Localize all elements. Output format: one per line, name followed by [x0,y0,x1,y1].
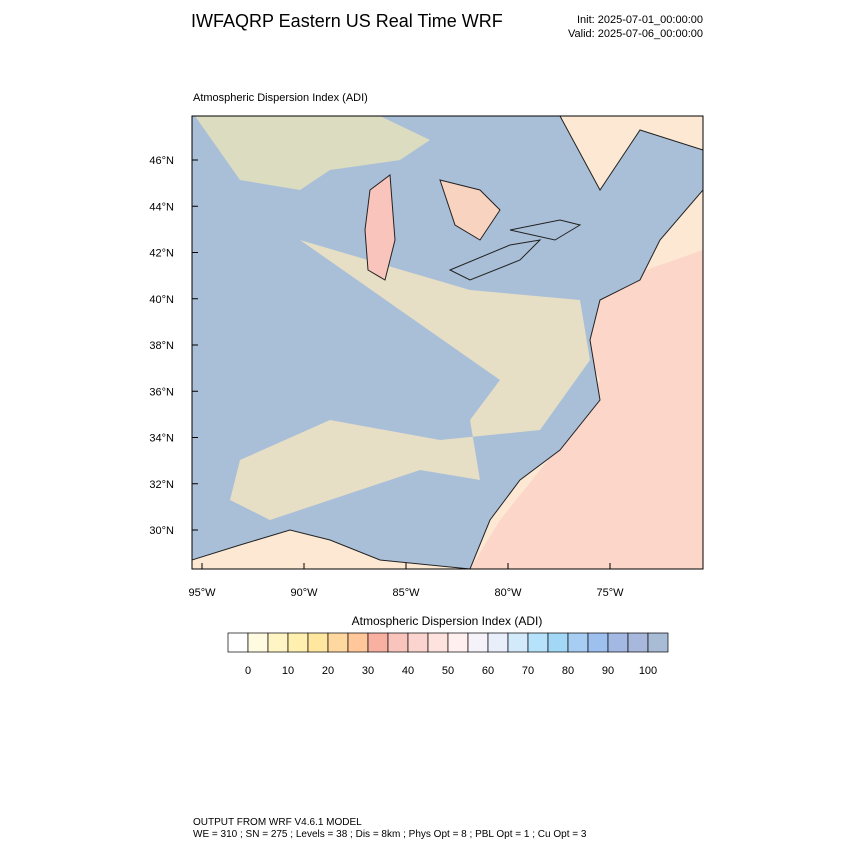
lon-labels: 95°W 90°W 85°W 80°W 75°W [188,563,624,599]
lat-label: 32°N [149,479,174,491]
colorbar-box [587,632,609,653]
map [191,115,704,570]
lat-label: 36°N [149,386,174,398]
colorbar-box [607,632,629,653]
low-adi-area [230,240,590,520]
colorbar-title: Atmospheric Dispersion Index (ADI) [352,614,543,628]
lat-label: 42°N [149,248,174,260]
lake-ontario [509,219,582,241]
lon-label: 75°W [596,587,624,599]
lat-label: 40°N [149,294,174,306]
lat-label: 30°N [149,525,174,537]
colorbar-box [427,632,449,653]
lake-superior-region [195,116,430,190]
colorbar-box [467,632,489,653]
colorbar-box [287,632,309,653]
colorbar-box [367,632,389,653]
colorbar-box [247,632,269,653]
title: IWFAQRP Eastern US Real Time WRF [191,11,503,31]
colorbar-label: 30 [362,665,374,677]
colorbar-box [387,632,409,653]
lat-label: 46°N [149,155,174,167]
colorbar-label: 90 [602,665,614,677]
colorbar-box [307,632,329,653]
lon-label: 95°W [188,587,216,599]
colorbar-box [447,632,469,653]
lat-label: 34°N [149,433,174,445]
colorbar-box [527,632,549,653]
map-subtitle: Atmospheric Dispersion Index (ADI) [193,92,368,104]
colorbar: 0 10 20 30 40 50 60 70 80 90 100 [227,632,669,677]
colorbar-label: 10 [282,665,294,677]
footer-line: WE = 310 ; SN = 275 ; Levels = 38 ; Dis … [193,829,587,840]
colorbar-box [507,632,529,653]
lon-label: 80°W [494,587,522,599]
colorbar-label: 0 [245,665,251,677]
colorbar-label: 70 [522,665,534,677]
valid-time: Valid: 2025-07-06_00:00:00 [568,28,703,40]
colorbar-box [227,632,249,653]
colorbar-label: 60 [482,665,494,677]
lon-label: 85°W [392,587,420,599]
lat-labels: 46°N 44°N 42°N 40°N 38°N 36°N 34°N 32°N 30°N [149,155,198,537]
colorbar-box [487,632,509,653]
colorbar-box [407,632,429,653]
lon-label: 90°W [290,587,318,599]
colorbar-label: 100 [639,665,657,677]
lake-michigan [364,174,396,281]
colorbar-box [347,632,369,653]
colorbar-box [327,632,349,653]
colorbar-label: 50 [442,665,454,677]
colorbar-box [627,632,649,653]
footer-line: OUTPUT FROM WRF V4.6.1 MODEL [193,817,362,828]
map-frame [191,115,704,570]
colorbar-label: 20 [322,665,334,677]
init-time: Init: 2025-07-01_00:00:00 [577,14,703,26]
lat-label: 38°N [149,340,174,352]
colorbar-box [567,632,589,653]
lake-huron [439,179,501,241]
colorbar-box [267,632,289,653]
colorbar-box [547,632,569,653]
colorbar-label: 80 [562,665,574,677]
lake-erie [448,239,542,281]
colorbar-box [647,632,669,653]
colorbar-label: 40 [402,665,414,677]
lat-label: 44°N [149,201,174,213]
